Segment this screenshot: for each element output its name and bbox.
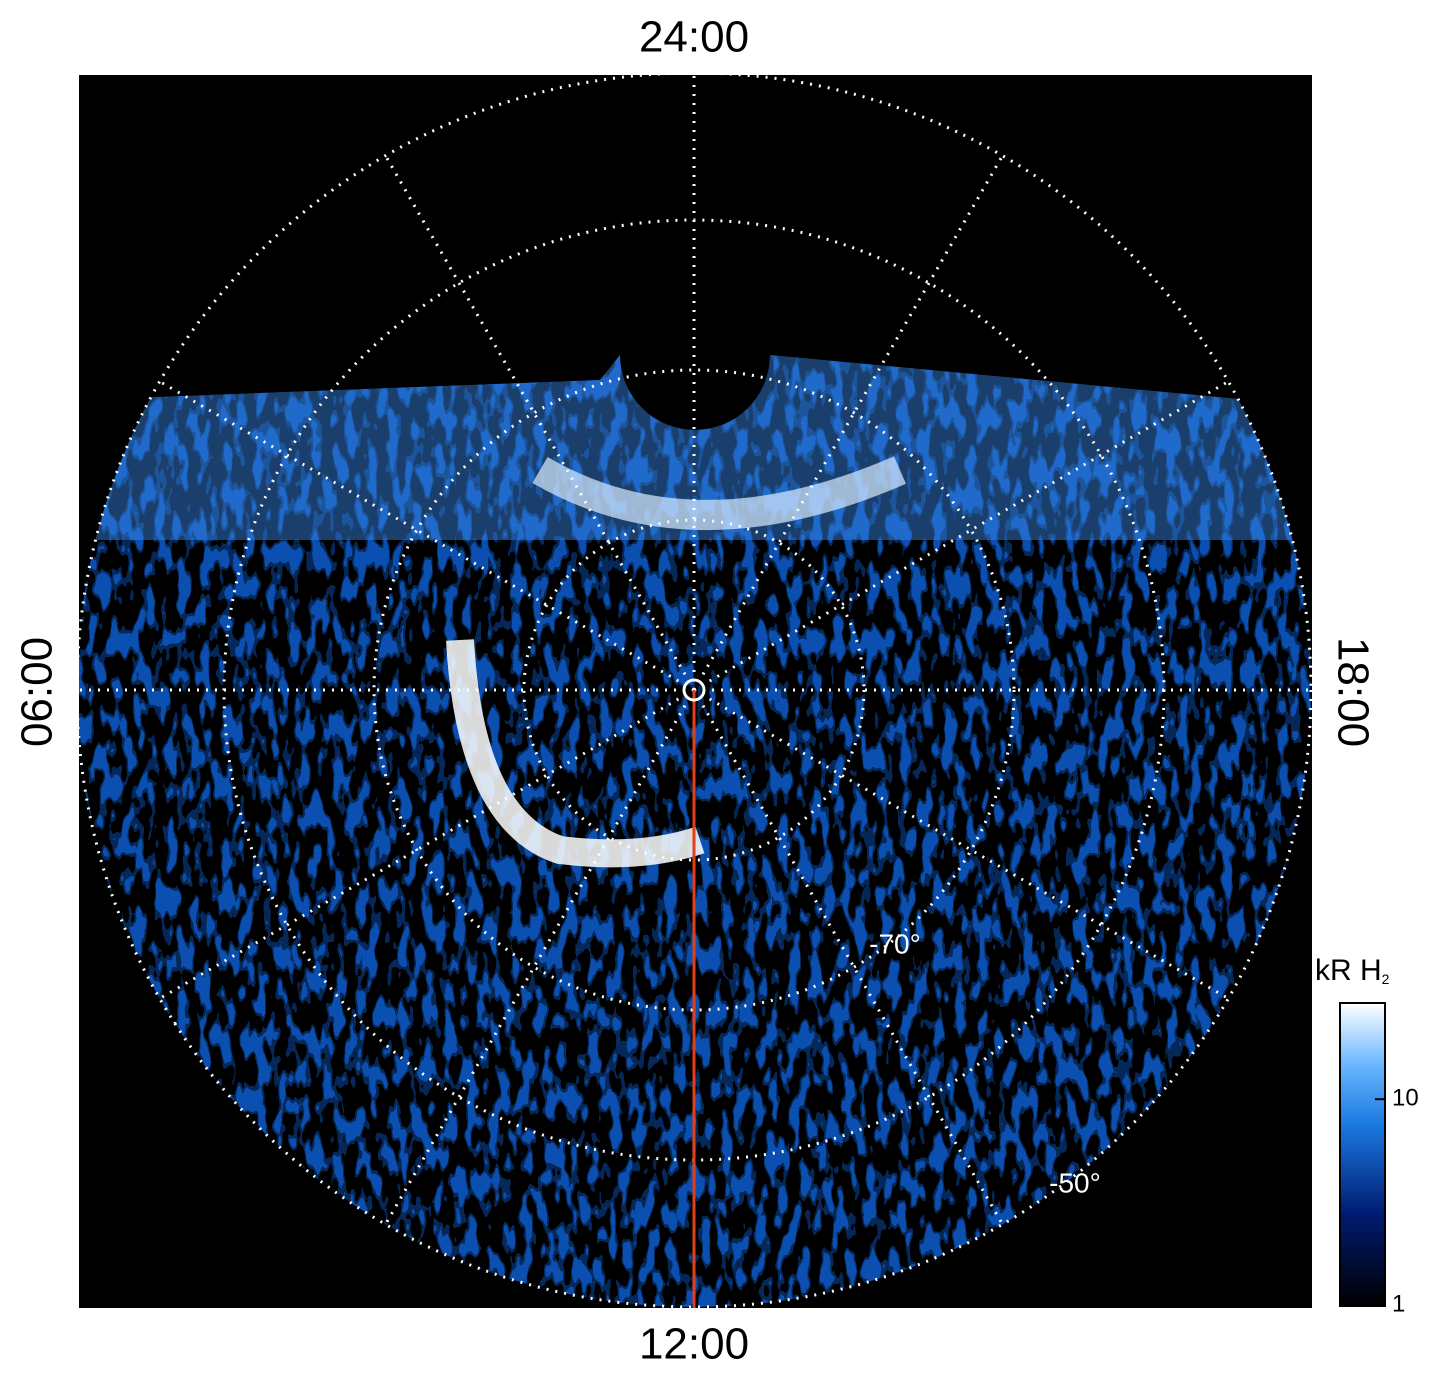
meridian-line bbox=[158, 380, 695, 692]
meridian-line bbox=[384, 689, 696, 1226]
time-label-left: 06:00 bbox=[13, 637, 62, 747]
latitude-circle bbox=[522, 518, 866, 862]
time-label-bottom: 12:00 bbox=[639, 1320, 749, 1369]
latitude-circle bbox=[372, 368, 1016, 1012]
time-label-right: 18:00 bbox=[1328, 637, 1377, 747]
latitude-label: -70° bbox=[869, 928, 921, 959]
meridian-line bbox=[693, 380, 1230, 692]
colorbar-label: kR H2 bbox=[1315, 954, 1390, 987]
meridian-line bbox=[158, 688, 695, 1000]
meridian-line bbox=[692, 689, 1004, 1226]
colorbar-label-text: kR H bbox=[1315, 954, 1382, 987]
latitude-label: -50° bbox=[1049, 1167, 1101, 1198]
latitude-circle bbox=[79, 75, 1312, 1308]
time-label-top: 24:00 bbox=[639, 13, 749, 62]
meridian-line bbox=[693, 688, 1230, 1000]
meridian-line bbox=[384, 154, 696, 691]
colorbar bbox=[1339, 1002, 1386, 1307]
colorbar-tick-label: 1 bbox=[1392, 1290, 1405, 1317]
pole-marker bbox=[682, 678, 706, 702]
meridian-line bbox=[692, 154, 1004, 691]
colorbar-tick-label: 10 bbox=[1392, 1085, 1419, 1112]
colorbar-label-subscript: 2 bbox=[1382, 971, 1390, 987]
